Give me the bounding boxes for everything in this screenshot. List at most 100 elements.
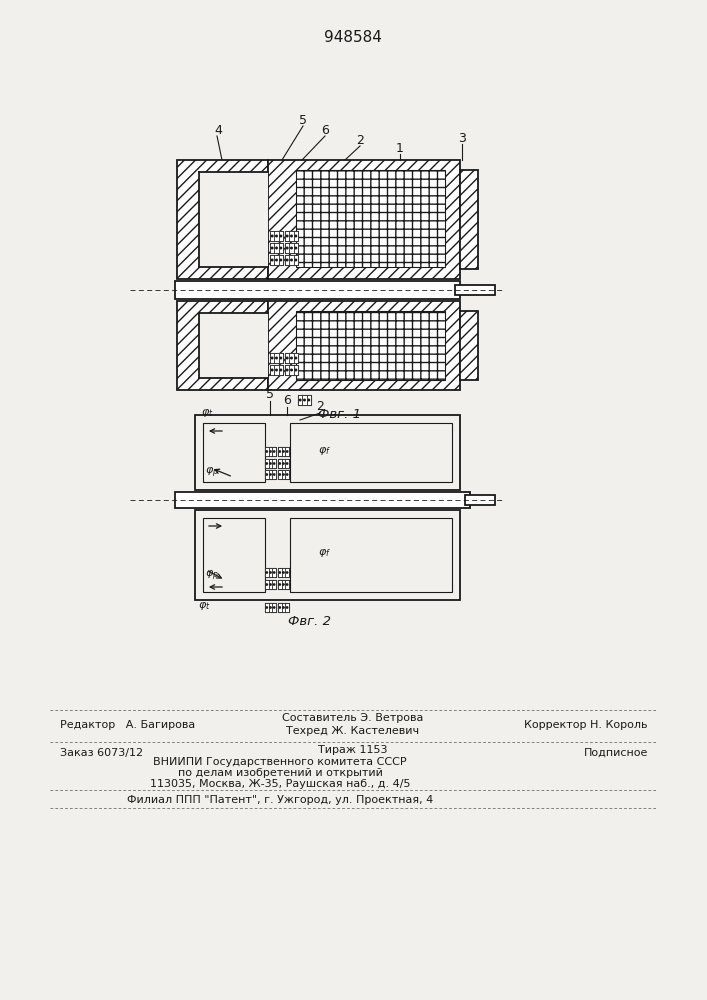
Bar [279,231,283,241]
Circle shape [274,474,275,475]
Bar [265,470,276,479]
Text: Составитель Э. Ветрова: Составитель Э. Ветрова [282,713,423,723]
Circle shape [304,399,305,401]
Bar [272,603,276,612]
Bar [279,243,283,253]
Bar [270,231,274,241]
Bar [274,353,279,363]
Bar [290,518,452,592]
Circle shape [270,584,271,585]
Bar [303,395,307,405]
Circle shape [276,259,277,261]
Bar [296,170,445,267]
Circle shape [308,399,310,401]
Bar [278,459,289,468]
Bar [278,580,289,589]
Text: $\varphi_f$: $\varphi_f$ [318,445,331,457]
Bar [199,313,268,378]
Text: 6: 6 [283,394,291,408]
Text: 3: 3 [458,131,466,144]
Circle shape [266,463,267,464]
Text: 113035, Москва, Ж-35, Раушская наб., д. 4/5: 113035, Москва, Ж-35, Раушская наб., д. … [150,779,410,789]
Text: 2: 2 [356,133,364,146]
Circle shape [286,235,288,237]
Bar [281,603,286,612]
Text: 2: 2 [316,400,324,414]
Bar [281,470,286,479]
Circle shape [276,247,277,249]
Text: Техред Ж. Кастелевич: Техред Ж. Кастелевич [286,726,419,736]
Circle shape [283,572,284,573]
Circle shape [279,607,281,608]
Bar [285,231,289,241]
Circle shape [266,607,267,608]
Circle shape [280,235,281,237]
Text: $\varphi_p$: $\varphi_p$ [205,465,219,480]
Bar [293,231,298,241]
Bar [286,470,289,479]
Text: Заказ 6073/12: Заказ 6073/12 [60,748,143,758]
Circle shape [291,357,292,359]
Circle shape [283,451,284,452]
Bar [293,365,298,375]
Bar [278,459,281,468]
Bar [265,459,269,468]
Bar [278,470,281,479]
Bar [279,255,283,265]
Bar [293,255,298,265]
Text: Тираж 1153: Тираж 1153 [318,745,387,755]
Bar [265,568,276,577]
Bar [265,459,276,468]
Bar [281,459,286,468]
Bar [272,470,276,479]
Bar [265,568,269,577]
Bar [293,243,298,253]
Circle shape [295,369,297,371]
Bar [265,580,276,589]
Bar [199,172,268,267]
Bar [274,255,279,265]
Bar [269,459,272,468]
Circle shape [274,572,275,573]
Bar [281,447,286,456]
Circle shape [270,474,271,475]
Bar [270,243,274,253]
Circle shape [266,584,267,585]
Circle shape [295,235,297,237]
Bar [285,243,298,253]
Text: $\varphi_p$: $\varphi_p$ [205,568,219,583]
Bar [274,243,279,253]
Circle shape [266,451,267,452]
Bar [290,423,452,482]
Circle shape [280,259,281,261]
Bar [285,231,298,241]
Bar [274,365,279,375]
Circle shape [286,463,288,464]
Bar [175,492,470,508]
Bar [278,447,289,456]
Circle shape [270,451,271,452]
Text: $\varphi_t$: $\varphi_t$ [201,407,214,419]
Text: Фвг. 1: Фвг. 1 [318,408,361,421]
Circle shape [276,369,277,371]
Circle shape [291,235,292,237]
Bar [265,447,276,456]
Bar [289,255,293,265]
Text: 5: 5 [266,388,274,401]
Circle shape [291,259,292,261]
Text: Подписное: Подписное [583,748,648,758]
Bar [175,281,460,299]
Circle shape [271,369,273,371]
Circle shape [291,247,292,249]
Circle shape [283,607,284,608]
Circle shape [280,369,281,371]
Circle shape [271,357,273,359]
Bar [285,353,289,363]
Circle shape [274,607,275,608]
Bar [307,395,311,405]
Bar [203,518,265,592]
Bar [289,231,293,241]
Bar [278,470,289,479]
Text: Филиал ППП "Патент", г. Ужгород, ул. Проектная, 4: Филиал ППП "Патент", г. Ужгород, ул. Про… [127,795,433,805]
Bar [465,495,495,505]
